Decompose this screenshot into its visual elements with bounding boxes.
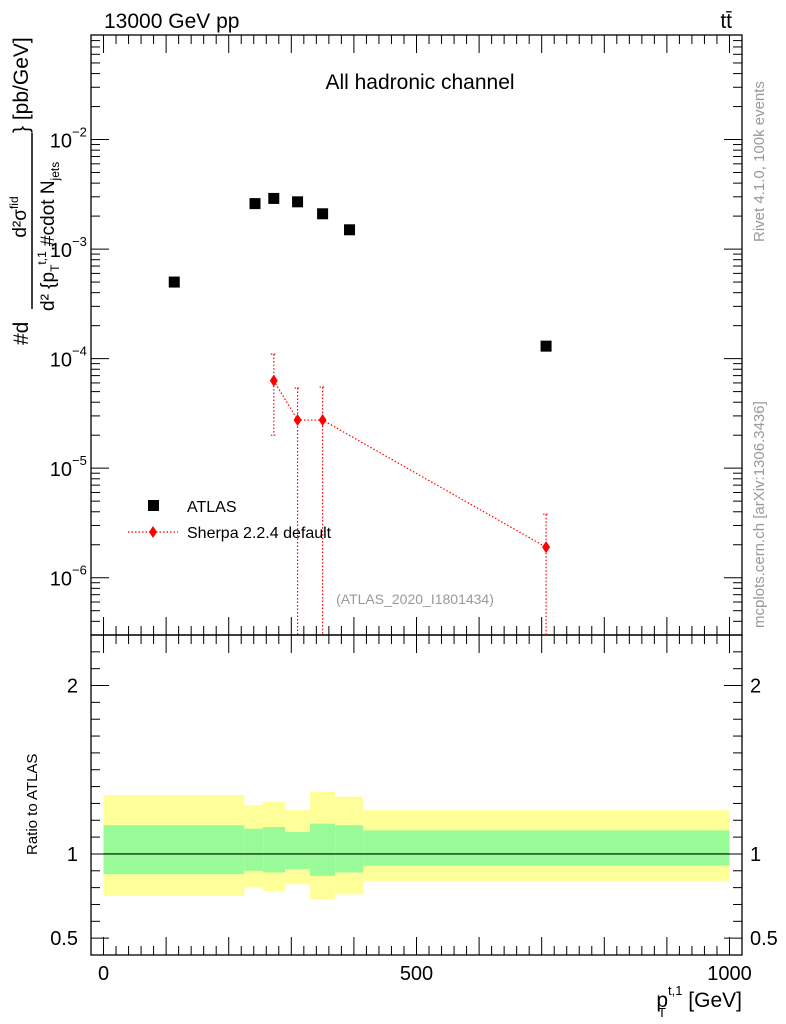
sherpa-point [293,414,302,427]
ratio-stat-band [285,832,311,870]
sherpa-point [318,414,327,427]
ratio-stat-band [363,830,730,866]
y-tick-label: 10 [50,131,72,153]
x-ticks: 0 500 1000 [98,35,752,985]
ratio-tick-label-right: 1 [750,844,761,866]
y-label-denominator-sup: t,1 [35,251,49,265]
sherpa-series [269,353,551,635]
ratio-tick-label-right: 2 [750,676,761,698]
legend-sherpa-label: Sherpa 2.2.4 default [187,525,332,542]
y-tick-base: 10 [50,459,72,481]
ratio-tick-label: 0.5 [50,928,78,950]
main-plot: 10−210−310−410−510−6 0 500 1000 0.5 0.51 12 2… [7,34,778,1020]
x-label-sub: T [658,1005,666,1020]
y-tick-label: 10 [50,350,72,372]
atlas-point [168,276,180,288]
main-plot-frame [90,34,743,636]
y-tick-label: 10 [50,569,72,591]
process-label: tt̄ [720,10,732,33]
x-label-main: p [656,989,668,1012]
y-label-denominator-sub: T [48,264,62,272]
mcplots-label: mcplots.cern.ch [arXiv:1306.3436] [751,401,768,628]
x-tick-label: 0 [98,963,109,985]
atlas-point [249,198,261,210]
atlas-point [344,224,356,236]
y-axis-label: #d d²σfid d² {pTt,1,#cdot Njets } [pb/Ge… [7,37,62,345]
analysis-tag: (ATLAS_2020_I1801434) [336,591,494,607]
atlas-point [317,208,329,220]
x-tick-label: 1000 [707,963,752,985]
ratio-stat-band [335,825,364,873]
y-tick-base: 10 [50,240,72,262]
ratio-stat-band [310,823,336,876]
legend: ATLAS Sherpa 2.2.4 default [128,499,332,542]
ratio-y-label: Ratio to ATLAS [24,754,41,855]
svg-text:d² {pTt,1,#cdot Njets: d² {pTt,1,#cdot Njets [35,162,62,311]
svg-text:#d: #d [10,322,33,345]
y-tick-exponent: −5 [72,453,87,468]
y-label-denominator-rest: ,#cdot N [38,180,59,251]
ratio-tick-label-right: 0.5 [750,928,778,950]
x-axis-label: pt,1 [GeV] [656,983,742,1012]
y-tick-label: 10 [50,240,72,262]
rivet-label: Rivet 4.1.0, 100k events [751,81,768,242]
svg-text:d²σfid: d²σfid [7,196,31,237]
y-label-denominator-rest-sub: jets [48,162,62,182]
y-tick-exponent: −6 [72,563,87,578]
x-label-sup: t,1 [668,983,682,998]
y-label-prefix: #d [10,322,33,345]
y-tick-base: 10 [50,569,72,591]
svg-text:} [pb/GeV]: } [pb/GeV] [10,37,33,133]
chart-title: All hadronic channel [325,71,514,94]
sherpa-point [269,374,278,387]
sherpa-point [542,541,551,554]
atlas-series [168,192,552,352]
ratio-tick-label: 2 [67,676,78,698]
ratio-stat-band [244,828,264,871]
x-label-unit: [GeV] [682,989,742,1012]
y-label-numerator: d²σ [10,209,31,238]
main-y-ticks: 10−210−310−410−510−6 [50,34,742,636]
y-tick-label: 10 [50,459,72,481]
atlas-point [268,192,280,204]
ratio-stat-band [103,825,245,875]
y-label-suffix: } [pb/GeV] [10,37,33,133]
y-tick-exponent: −4 [72,344,87,359]
y-tick-exponent: −3 [72,234,87,249]
atlas-point [540,340,552,352]
ratio-stat-band [263,827,286,873]
x-tick-label: 500 [400,963,433,985]
y-label-numerator-sup: fid [7,196,21,209]
legend-atlas-marker [148,500,159,511]
ratio-y-ticks: 0.5 0.5 1 1 2 2 [50,651,778,950]
y-tick-base: 10 [50,350,72,372]
legend-sherpa-marker [149,526,157,538]
sherpa-line [273,380,547,548]
energy-label: 13000 GeV pp [104,10,239,33]
y-tick-exponent: −2 [72,125,87,140]
y-tick-base: 10 [50,131,72,153]
atlas-point [292,196,304,208]
ratio-bands [103,791,730,900]
y-label-denominator: d² {p [38,272,59,311]
legend-atlas-label: ATLAS [187,499,237,516]
ratio-tick-label: 1 [67,844,78,866]
